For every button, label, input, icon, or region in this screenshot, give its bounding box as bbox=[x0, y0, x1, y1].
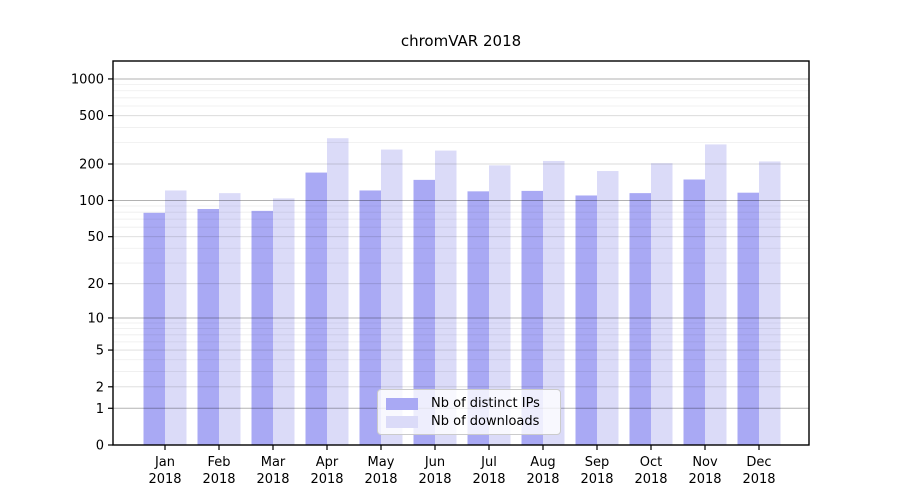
plot-border bbox=[112, 60, 810, 446]
bar-downloads bbox=[489, 165, 511, 445]
x-tick-label-month: Jan bbox=[154, 455, 175, 470]
legend: Nb of distinct IPs Nb of downloads bbox=[377, 389, 561, 435]
x-tick-label-month: Feb bbox=[207, 455, 230, 470]
legend-swatch-distinct-ips bbox=[386, 397, 418, 410]
bar-distinct-ips bbox=[467, 191, 489, 445]
y-tick-label: 0 bbox=[96, 439, 104, 454]
y-tick-label: 2 bbox=[96, 380, 104, 395]
x-tick-label-month: Aug bbox=[530, 455, 555, 470]
x-tick-label-year: 2018 bbox=[526, 472, 559, 487]
x-tick-label-year: 2018 bbox=[418, 472, 451, 487]
legend-label-distinct-ips: Nb of distinct IPs bbox=[431, 396, 540, 411]
x-tick-label-month: Mar bbox=[261, 455, 286, 470]
bar-downloads bbox=[543, 160, 565, 445]
axes-layer: 0 1 2 5 10 20 50 100 200 500 1000 Jan 2018 Feb 2018 Mar… bbox=[71, 60, 810, 487]
x-tick-label-month: Oct bbox=[640, 455, 662, 470]
bar-downloads bbox=[705, 144, 727, 445]
bar-distinct-ips bbox=[413, 179, 435, 445]
bar-distinct-ips bbox=[683, 179, 705, 446]
legend-swatch-downloads bbox=[386, 415, 418, 428]
bar-downloads bbox=[273, 198, 295, 445]
y-tick-label: 500 bbox=[79, 109, 104, 124]
y-tick-label: 200 bbox=[79, 158, 104, 173]
bar-downloads bbox=[651, 163, 673, 446]
x-tick-label-month: Jun bbox=[424, 455, 445, 470]
x-tick-label-year: 2018 bbox=[148, 472, 181, 487]
bars-layer bbox=[143, 138, 781, 446]
x-tick-label-month: Jul bbox=[480, 455, 497, 470]
bar-downloads bbox=[435, 150, 457, 445]
y-tick-label: 50 bbox=[87, 230, 104, 245]
y-tick-label: 1 bbox=[96, 402, 104, 417]
x-tick-label-month: Sep bbox=[585, 455, 610, 470]
y-tick-label: 20 bbox=[87, 277, 104, 292]
x-tick-label-year: 2018 bbox=[742, 472, 775, 487]
x-tick-label-year: 2018 bbox=[580, 472, 613, 487]
x-tick-label-month: May bbox=[368, 455, 395, 470]
bar-downloads bbox=[381, 149, 403, 445]
legend-item-downloads: Nb of downloads bbox=[386, 413, 552, 430]
x-tick-label-year: 2018 bbox=[472, 472, 505, 487]
legend-item-distinct-ips: Nb of distinct IPs bbox=[386, 395, 552, 412]
bar-distinct-ips bbox=[143, 212, 165, 445]
bar-downloads bbox=[219, 193, 241, 445]
x-tick-label-year: 2018 bbox=[688, 472, 721, 487]
x-tick-label-year: 2018 bbox=[364, 472, 397, 487]
y-tick-label: 100 bbox=[79, 194, 104, 209]
bar-distinct-ips bbox=[197, 208, 219, 445]
y-tick-label: 5 bbox=[96, 344, 104, 359]
x-tick-label-year: 2018 bbox=[202, 472, 235, 487]
bar-distinct-ips bbox=[521, 190, 543, 445]
bar-downloads bbox=[759, 161, 781, 445]
chart-title: chromVAR 2018 bbox=[401, 32, 521, 50]
x-tick-label-month: Dec bbox=[746, 455, 771, 470]
x-tick-label-month: Apr bbox=[316, 455, 339, 470]
x-tick-label-month: Nov bbox=[692, 455, 718, 470]
bar-distinct-ips bbox=[575, 195, 597, 445]
x-tick-label-year: 2018 bbox=[310, 472, 343, 487]
x-tick-label-year: 2018 bbox=[256, 472, 289, 487]
bar-distinct-ips bbox=[359, 190, 381, 445]
x-tick-label-year: 2018 bbox=[634, 472, 667, 487]
y-tick-label: 1000 bbox=[71, 72, 104, 87]
y-tick-label: 10 bbox=[87, 311, 104, 326]
bar-downloads bbox=[165, 190, 187, 445]
bar-distinct-ips bbox=[305, 172, 327, 446]
bar-distinct-ips bbox=[629, 193, 651, 445]
bar-downloads bbox=[597, 171, 619, 445]
bar-distinct-ips bbox=[737, 192, 759, 445]
legend-label-downloads: Nb of downloads bbox=[431, 414, 540, 429]
bar-distinct-ips bbox=[251, 210, 273, 445]
bar-downloads bbox=[327, 138, 349, 446]
